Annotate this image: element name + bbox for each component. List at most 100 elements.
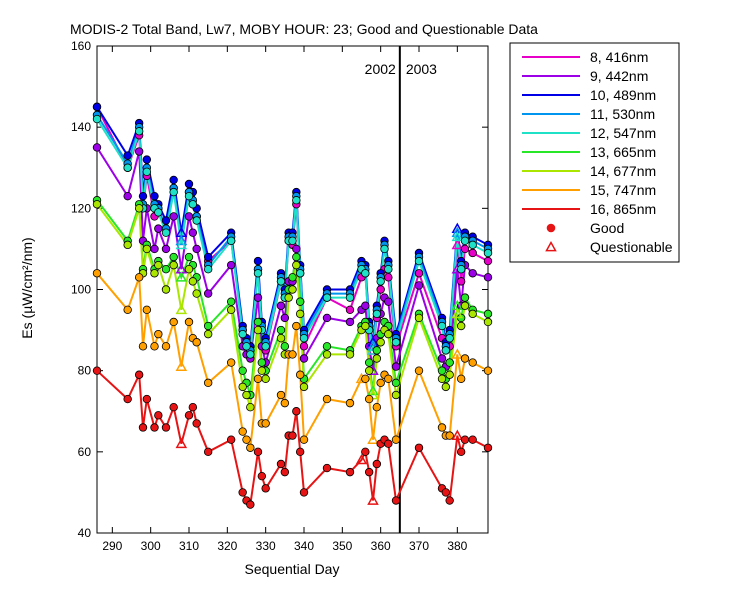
good-point [192, 338, 201, 347]
good-point [468, 269, 477, 278]
questionable-point [451, 307, 464, 319]
good-point [460, 244, 470, 254]
good-point [138, 423, 148, 432]
good-point [154, 224, 163, 233]
good-point [441, 346, 451, 355]
good-point [161, 285, 171, 294]
good-point [161, 423, 171, 432]
good-point [414, 256, 424, 266]
x-tick-label: 310 [179, 539, 199, 553]
good-point [414, 281, 424, 290]
good-point [364, 394, 374, 404]
good-point [483, 273, 493, 282]
good-point [295, 297, 305, 306]
good-point [203, 321, 213, 331]
good-point [123, 305, 132, 314]
good-point [134, 370, 144, 379]
x-tick-label: 330 [256, 539, 276, 553]
good-point [257, 358, 267, 367]
plot-area: 290 300 310 320 330 340 350 360 370 380 40 60 80 100 1… [71, 39, 493, 553]
good-point [372, 402, 382, 412]
good-point [123, 163, 132, 172]
good-point [134, 147, 144, 156]
good-point [238, 329, 247, 339]
good-point [445, 334, 454, 343]
good-point [253, 325, 263, 335]
good-point [226, 236, 236, 245]
good-point [437, 366, 447, 375]
good-point [226, 297, 236, 306]
good-point [203, 289, 213, 298]
questionable-point [451, 230, 464, 242]
good-point [380, 244, 389, 254]
good-point [280, 342, 290, 351]
good-point [276, 459, 286, 469]
good-point [437, 354, 447, 363]
questionable-point [367, 433, 379, 445]
good-point [391, 362, 401, 371]
good-point [242, 342, 251, 351]
good-point [238, 488, 247, 497]
good-point [295, 269, 305, 278]
good-point [203, 447, 213, 457]
good-point [242, 390, 251, 400]
good-point [414, 269, 424, 278]
good-point [184, 212, 194, 221]
good-point [154, 208, 163, 217]
good-point [253, 317, 263, 327]
good-point [292, 252, 301, 262]
questionable-point [451, 226, 464, 238]
good-point [361, 321, 370, 331]
good-point [261, 419, 270, 428]
good-point [391, 338, 401, 347]
good-point [188, 277, 198, 286]
good-point [483, 256, 493, 266]
legend-label: 16, 865nm [590, 201, 656, 217]
good-point [376, 285, 385, 294]
good-point [322, 293, 332, 302]
good-point [169, 252, 178, 262]
good-point [460, 236, 470, 245]
good-point [322, 342, 332, 351]
good-point [437, 423, 447, 432]
good-point [169, 175, 178, 185]
good-point [384, 374, 393, 383]
good-point [203, 252, 213, 262]
good-point [345, 305, 355, 314]
good-point [238, 382, 247, 392]
good-point [253, 293, 263, 302]
good-point [142, 305, 152, 314]
good-point [322, 463, 332, 473]
good-point [184, 265, 194, 274]
good-point [169, 187, 178, 197]
good-point [276, 390, 286, 400]
good-point [169, 212, 178, 221]
questionable-point [175, 271, 188, 282]
good-point [445, 496, 454, 505]
good-point [184, 411, 194, 420]
good-point [437, 321, 447, 331]
good-point [169, 402, 178, 412]
good-point [226, 435, 236, 444]
good-point [142, 155, 152, 164]
good-point [441, 382, 451, 392]
good-point [154, 329, 163, 339]
good-point [92, 102, 102, 112]
legend-label: 8, 416nm [590, 49, 648, 65]
good-point [192, 244, 201, 254]
good-point [161, 265, 171, 274]
good-point [161, 244, 171, 254]
good-point [376, 378, 385, 388]
good-point [483, 443, 493, 452]
x-tick-label: 360 [371, 539, 391, 553]
good-point [154, 260, 163, 270]
questionable-point [367, 384, 379, 396]
good-point [257, 471, 267, 481]
questionable-point [175, 303, 188, 315]
good-point [150, 244, 159, 254]
good-point [142, 244, 152, 254]
good-point [238, 427, 247, 436]
good-point [361, 374, 370, 383]
good-point [253, 256, 263, 266]
good-point [161, 216, 171, 225]
